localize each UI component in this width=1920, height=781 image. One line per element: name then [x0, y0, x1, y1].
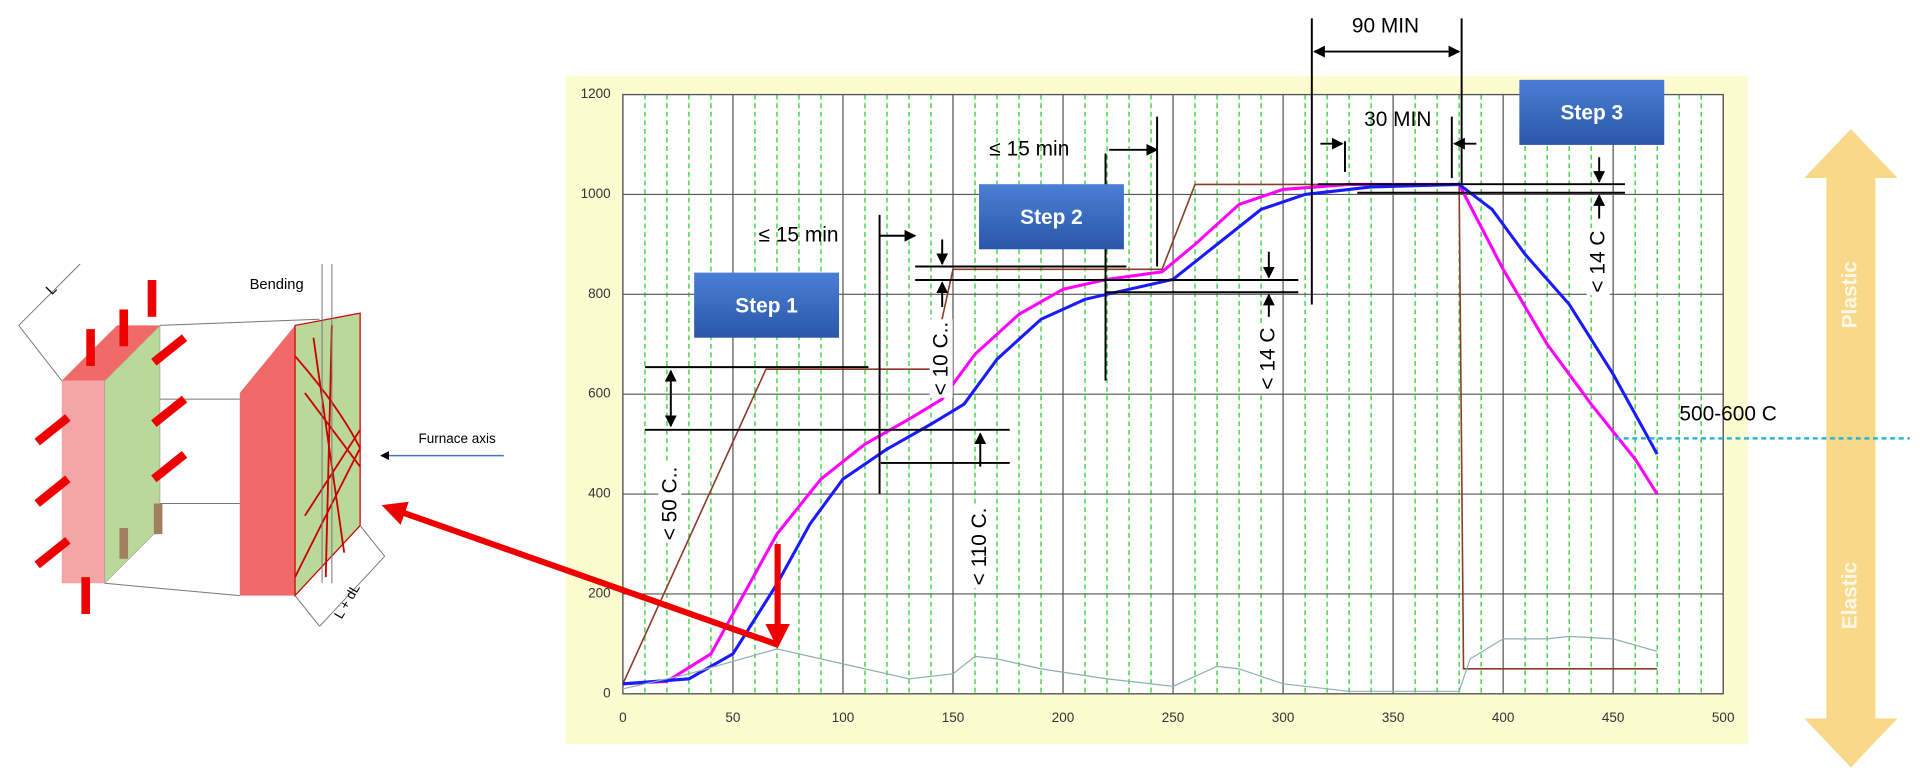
y-tick-label: 200: [588, 585, 611, 600]
annotation: 30 MIN: [1364, 108, 1431, 131]
x-tick-label: 200: [1052, 710, 1075, 725]
x-tick-label: 250: [1162, 710, 1185, 725]
y-tick-label: 1200: [581, 86, 611, 101]
specimen-diagram: [18, 263, 504, 627]
annotation: ≤ 15 min: [759, 223, 839, 246]
annotation: < 10 C..: [930, 322, 953, 396]
step-box: [694, 272, 840, 338]
x-tick-label: 400: [1492, 710, 1515, 725]
label-bg: [929, 319, 953, 398]
x-tick-label: 450: [1602, 710, 1625, 725]
diagram-label: L + dL: [331, 581, 363, 621]
label-bg: [967, 505, 991, 588]
y-tick-label: 600: [588, 386, 611, 401]
series-line: [622, 635, 1658, 692]
step-box: [1519, 79, 1665, 145]
label-bg: [1256, 325, 1280, 393]
annotation: Plastic: [1838, 261, 1861, 328]
annotation: < 14 C: [1587, 231, 1610, 293]
annotation: Step 2: [1020, 206, 1083, 229]
y-tick-label: 1000: [581, 186, 611, 201]
annotation: Elastic: [1838, 562, 1861, 629]
grid: [622, 93, 1724, 695]
series-line: [622, 183, 1658, 685]
annotation: < 50 C..: [658, 467, 681, 541]
x-tick-label: 100: [832, 710, 855, 725]
y-tick-label: 400: [588, 486, 611, 501]
diagram-label: Bending: [250, 277, 304, 293]
annotation: < 14 C: [1256, 328, 1279, 390]
annotation: Step 1: [735, 295, 798, 318]
x-tick-label: 300: [1272, 710, 1295, 725]
pointer-arrow: [381, 501, 779, 648]
y-tick-label: 800: [588, 286, 611, 301]
annotation: Step 3: [1560, 102, 1623, 125]
y-tick-label: 0: [603, 685, 611, 700]
annotation: 500-600 C: [1679, 403, 1776, 426]
state-arrow: [1804, 128, 1898, 768]
diagram-label: Furnace axis: [418, 431, 496, 446]
annotation-lines: [645, 18, 1625, 494]
x-tick-label: 50: [725, 710, 740, 725]
series-line: [622, 182, 1659, 686]
diagram-label: L: [43, 281, 60, 298]
x-tick-label: 500: [1712, 710, 1735, 725]
annotation: ≤ 15 min: [989, 137, 1069, 160]
label-bg: [658, 464, 682, 543]
step-box: [979, 184, 1124, 250]
label-bg: [1586, 228, 1610, 296]
series-line: [622, 182, 1659, 686]
series-lines: [622, 182, 1659, 692]
annotation: < 110 C.: [968, 508, 991, 586]
x-tick-label: 350: [1382, 710, 1405, 725]
x-tick-label: 0: [619, 710, 627, 725]
annotation: 90 MIN: [1352, 15, 1419, 38]
x-tick-label: 150: [942, 710, 965, 725]
